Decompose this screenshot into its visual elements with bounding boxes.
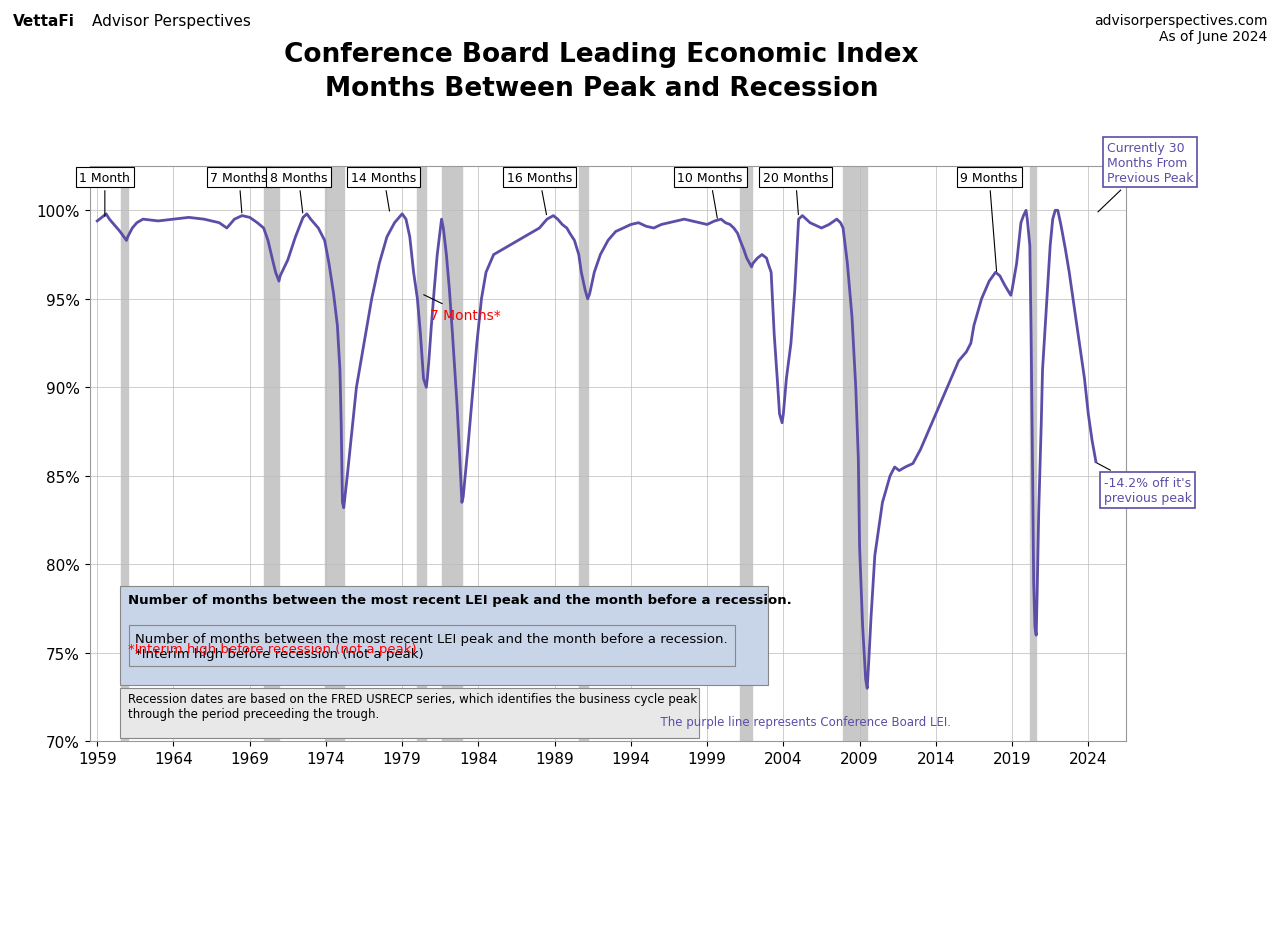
Text: Recession dates are based on the FRED USRECP series, which identifies the busine: Recession dates are based on the FRED US…	[128, 692, 696, 720]
Text: 14 Months: 14 Months	[351, 171, 416, 212]
Bar	[417, 167, 426, 742]
Text: 20 Months: 20 Months	[763, 171, 828, 215]
Text: 16 Months: 16 Months	[507, 171, 572, 215]
Text: 9 Months: 9 Months	[960, 171, 1018, 272]
Text: Currently 30
Months From
Previous Peak: Currently 30 Months From Previous Peak	[1098, 142, 1193, 212]
Bar	[120, 689, 699, 738]
Text: 7 Months: 7 Months	[210, 171, 268, 213]
Text: Number of months between the most recent LEI peak and the month before a recessi: Number of months between the most recent…	[136, 632, 728, 660]
Bar	[442, 167, 462, 742]
Text: VettaFi: VettaFi	[13, 14, 74, 29]
Bar	[120, 586, 768, 685]
Text: 1 Month: 1 Month	[79, 171, 131, 217]
Bar	[579, 167, 588, 742]
Text: advisorperspectives.com
As of June 2024: advisorperspectives.com As of June 2024	[1093, 14, 1267, 44]
Text: Conference Board Leading Economic Index
Months Between Peak and Recession: Conference Board Leading Economic Index …	[284, 42, 919, 102]
Text: Number of months between the most recent LEI peak and the month before a recessi: Number of months between the most recent…	[128, 593, 791, 606]
Text: Advisor Perspectives: Advisor Perspectives	[92, 14, 251, 29]
Bar	[325, 167, 344, 742]
Text: The purple line represents Conference Board LEI.: The purple line represents Conference Bo…	[128, 715, 951, 728]
Bar	[1030, 167, 1037, 742]
Bar	[264, 167, 279, 742]
Text: 10 Months: 10 Months	[677, 171, 742, 219]
Bar	[740, 167, 751, 742]
Bar	[844, 167, 867, 742]
Text: -14.2% off it's
previous peak: -14.2% off it's previous peak	[1097, 464, 1192, 504]
Text: 7 Months*: 7 Months*	[424, 296, 500, 323]
Text: *Interim high before recession (not a peak): *Interim high before recession (not a pe…	[128, 642, 416, 655]
Text: 8 Months: 8 Months	[270, 171, 328, 213]
Bar	[122, 167, 128, 742]
